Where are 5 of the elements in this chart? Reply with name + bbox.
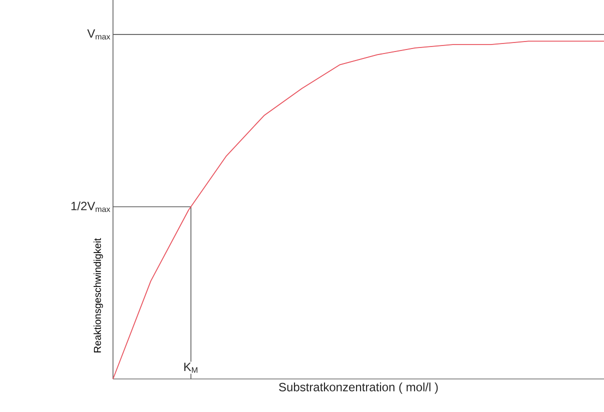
ref-line-label: V$_{max}$ [87, 29, 110, 40]
annotation: K$_{M}$ [184, 362, 198, 373]
x-axis-title: Substratkonzentration ( mol/l ) [279, 382, 438, 394]
y-axis-title: Reaktionsgeschwindigkeit [94, 238, 103, 352]
ref-line-label: 1/2V$_{max}$ [71, 201, 110, 212]
